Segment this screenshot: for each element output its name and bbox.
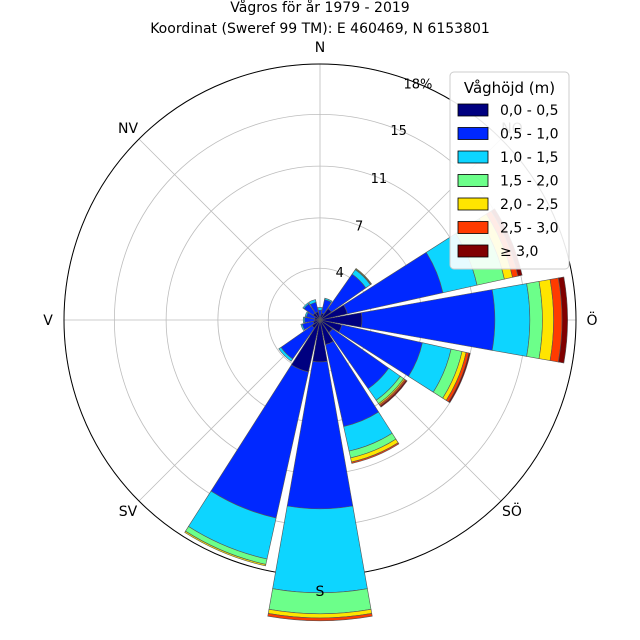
- rose-bar-segment: [267, 613, 373, 622]
- rose-bar-segment: [304, 311, 309, 318]
- legend-entry-label: 1,5 - 2,0: [500, 174, 558, 190]
- radial-tick-label: 4: [336, 266, 344, 281]
- rose-bar-segment: [300, 323, 306, 331]
- rose-bar-segment: [379, 379, 408, 408]
- rose-bar-segment: [302, 316, 306, 324]
- rose-bar-segment: [557, 276, 568, 364]
- radial-tick-label: 7: [355, 220, 363, 235]
- legend-entry-label: 0,5 - 1,0: [500, 127, 558, 143]
- legend-swatch: [457, 103, 489, 117]
- rose-bar-segment: [317, 307, 323, 311]
- legend-entry-label: 1,0 - 1,5: [500, 150, 558, 166]
- legend-swatch: [457, 127, 489, 140]
- direction-label-Ö: Ö: [586, 311, 597, 329]
- rose-bar-segment: [351, 442, 400, 464]
- rose-bar-segment: [448, 352, 471, 404]
- legend-swatch: [457, 174, 489, 187]
- legend-title: Våghöjd (m): [464, 79, 555, 97]
- legend-swatch: [457, 221, 489, 234]
- rose-bar-segment: [184, 530, 267, 567]
- rose-bar-segment: [324, 297, 333, 303]
- legend-swatch: [457, 244, 489, 258]
- direction-label-N: N: [315, 40, 325, 56]
- rose-bar-segment: [272, 505, 368, 594]
- radial-tick-label: 18%: [404, 77, 433, 92]
- legend-box: [449, 71, 570, 270]
- rose-bar-segment: [302, 302, 310, 310]
- rose-bar-segment: [308, 299, 317, 306]
- rose-bar-segment: [278, 346, 294, 362]
- axis-labels: NNOÖSÖSSVVNV47111518%: [43, 40, 597, 600]
- legend: Våghöjd (m) 0,0 - 0,5 0,5 - 1,0 1,0 - 1,5 1,…: [449, 71, 570, 270]
- radial-tick-label: 15: [390, 124, 407, 139]
- grid-spoke: [138, 138, 321, 321]
- direction-label-SV: SV: [119, 504, 138, 520]
- chart-title: Vågros för år 1979 - 2019: [230, 0, 409, 16]
- legend-entry-label: ≥ 3,0: [500, 244, 538, 260]
- direction-label-V: V: [43, 313, 53, 329]
- rose-bars: [184, 208, 568, 622]
- chart-subtitle: Koordinat (Sweref 99 TM): E 460469, N 61…: [150, 21, 490, 37]
- legend-swatch: [457, 150, 489, 164]
- legend-entry-label: 2,5 - 3,0: [500, 221, 558, 237]
- rose-bar-segment: [355, 268, 372, 285]
- rose-bar-segment: [491, 283, 531, 357]
- direction-label-SÖ: SÖ: [502, 502, 522, 520]
- legend-entry-label: 2,0 - 2,5: [500, 197, 558, 213]
- legend-entry-label: 0,0 - 0,5: [500, 103, 558, 119]
- direction-label-NV: NV: [118, 121, 138, 137]
- legend-swatch: [457, 197, 489, 211]
- radial-tick-label: 11: [371, 172, 388, 187]
- direction-label-S: S: [316, 584, 325, 600]
